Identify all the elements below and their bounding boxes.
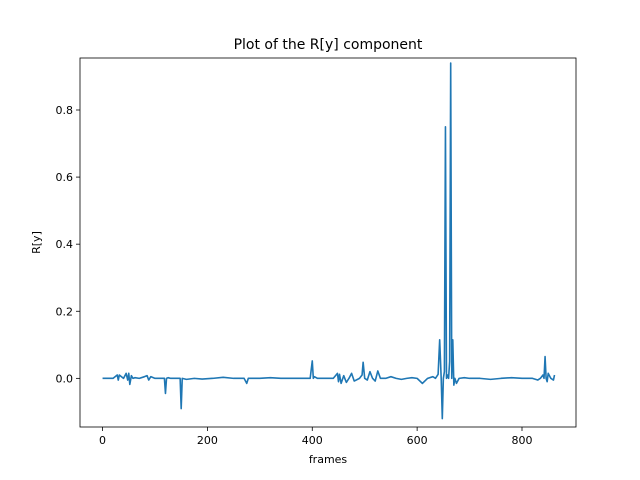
x-tick-label: 0 [99,434,106,447]
chart-title: Plot of the R[y] component [234,37,423,53]
x-tick-label: 800 [511,434,532,447]
axis-ticks: 0 200 400 600 800 0.0 0.2 0.4 0.6 0.8 [56,104,533,447]
y-tick-label: 0.0 [56,372,74,385]
series-line [102,62,556,420]
plot-area [80,58,576,427]
y-axis-label: R[y] [30,231,43,254]
x-tick-label: 200 [197,434,218,447]
y-tick-label: 0.6 [56,171,74,184]
x-axis-label: frames [309,453,348,466]
x-tick-label: 400 [302,434,323,447]
y-tick-label: 0.2 [56,305,74,318]
y-tick-label: 0.4 [56,238,74,251]
y-tick-label: 0.8 [56,104,74,117]
plot-frame [79,57,577,428]
x-tick-label: 600 [407,434,428,447]
